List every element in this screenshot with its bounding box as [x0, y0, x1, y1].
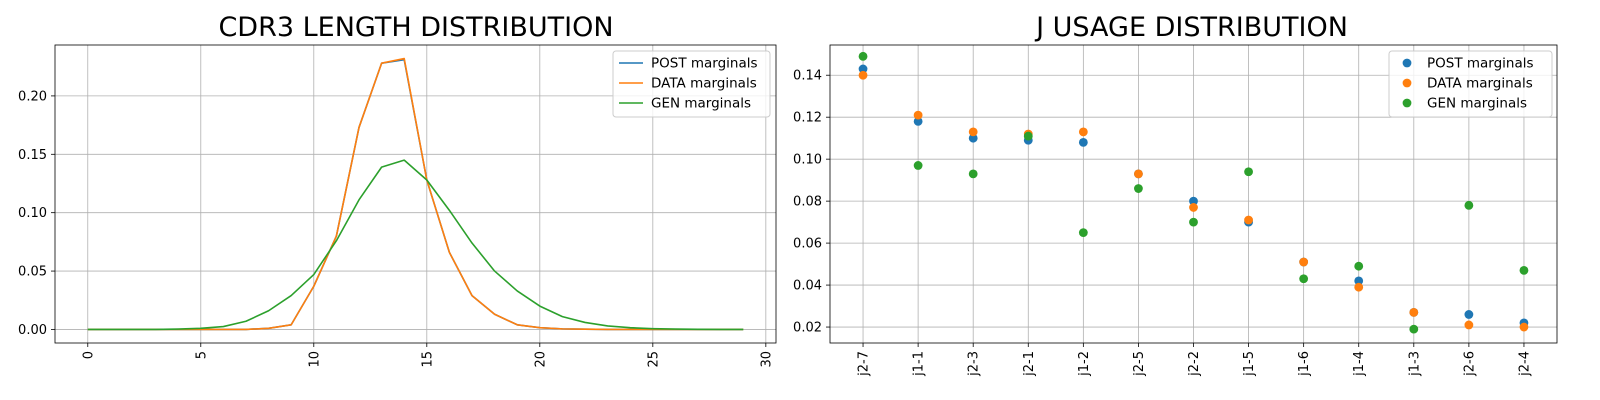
scatter-point	[1244, 215, 1253, 225]
x-tick-label: 25	[646, 351, 661, 368]
scatter-point	[858, 64, 868, 74]
legend-label: POST marginals	[1427, 56, 1534, 72]
y-tick-label: 0.02	[793, 321, 822, 336]
axes-frame	[829, 44, 1558, 344]
legend-label: GEN marginals	[1427, 96, 1527, 112]
scatter-point	[1409, 307, 1419, 317]
scatter-point	[1078, 137, 1088, 147]
x-tick-label: 15	[420, 351, 435, 368]
legend-label: DATA marginals	[1427, 76, 1533, 92]
x-tick-label: 10	[307, 351, 322, 368]
x-tick-label: j2-4	[1517, 351, 1532, 377]
legend-box	[612, 50, 771, 118]
scatter-point	[858, 70, 868, 80]
x-tick-label: j1-3	[1407, 351, 1422, 377]
x-tick-label: j2-1	[1022, 351, 1037, 377]
scatter-point	[1519, 265, 1529, 275]
scatter-point	[968, 127, 978, 137]
scatter-point	[1354, 261, 1364, 271]
legend-label: GEN marginals	[651, 96, 751, 112]
x-tick-label: j1-4	[1352, 351, 1367, 377]
x-tick-label: j2-3	[967, 351, 982, 377]
scatter-point	[1134, 184, 1143, 193]
scatter-point	[1189, 217, 1198, 227]
legend-swatch	[1402, 98, 1412, 108]
scatter-point	[1134, 169, 1143, 179]
chart-title: CDR3 LENGTH DISTRIBUTION	[218, 12, 613, 43]
x-tick-label: j2-2	[1187, 351, 1202, 377]
axes-frame	[54, 44, 777, 344]
scatter-point	[1023, 131, 1033, 141]
y-tick-label: 0.05	[18, 265, 47, 280]
scatter-point	[1464, 320, 1474, 330]
y-tick-label: 0.04	[793, 279, 822, 294]
scatter-point	[968, 169, 978, 179]
x-tick-label: j2-5	[1132, 351, 1147, 377]
cdr3-length-panel: CDR3 LENGTH DISTRIBUTION 0.00 0.05 0.10 0.15…	[18, 12, 777, 368]
legend-swatch	[1402, 78, 1412, 88]
y-tick-label: 0.06	[793, 237, 822, 252]
scatter-point	[1519, 322, 1529, 332]
scatter-point	[1464, 200, 1474, 210]
x-tick-label: j2-6	[1462, 351, 1477, 377]
scatter-point	[1299, 257, 1309, 267]
y-tick-label: 0.10	[18, 206, 47, 221]
scatter-point	[913, 116, 923, 126]
scatter-point	[1078, 228, 1088, 238]
x-tick-label: j2-7	[857, 351, 872, 377]
scatter-point	[1409, 324, 1419, 334]
legend-label: POST marginals	[651, 56, 758, 72]
x-tick-label: j1-2	[1077, 351, 1092, 377]
scatter-point	[1189, 203, 1198, 212]
x-tick-label: 5	[194, 351, 209, 359]
chart-title: J USAGE DISTRIBUTION	[1034, 12, 1348, 43]
scatter-point	[1244, 167, 1253, 177]
y-tick-label: 0.00	[18, 323, 47, 338]
legend-label: DATA marginals	[651, 76, 757, 92]
x-tick-label: j1-1	[912, 351, 927, 377]
x-tick-label: 30	[759, 351, 774, 368]
series-line	[87, 159, 744, 331]
x-tick-label: 0	[81, 351, 96, 359]
y-tick-label: 0.12	[793, 111, 822, 126]
legend-swatch	[1402, 58, 1412, 68]
y-tick-label: 0.20	[18, 89, 47, 104]
j-usage-panel: J USAGE DISTRIBUTION 0.02 0.04 0.06 0.08 0.10…	[793, 12, 1558, 377]
y-tick-label: 0.14	[793, 69, 822, 84]
x-tick-label: 20	[533, 351, 548, 368]
legend-box	[1388, 50, 1553, 118]
y-tick-label: 0.08	[793, 195, 822, 210]
x-tick-label: j1-6	[1297, 351, 1312, 377]
x-tick-label: j1-5	[1242, 351, 1257, 377]
scatter-point	[968, 133, 978, 143]
series-line	[87, 57, 744, 331]
scatter-point	[1354, 282, 1364, 292]
scatter-point	[1078, 127, 1088, 137]
scatter-point	[858, 51, 868, 61]
scatter-point	[913, 110, 923, 120]
scatter-point	[1299, 274, 1309, 284]
scatter-point	[1464, 310, 1474, 319]
scatter-point	[1189, 196, 1198, 206]
scatter-point	[1354, 276, 1364, 286]
y-tick-label: 0.15	[18, 148, 47, 163]
scatter-point	[913, 161, 923, 170]
y-tick-label: 0.10	[793, 153, 822, 168]
